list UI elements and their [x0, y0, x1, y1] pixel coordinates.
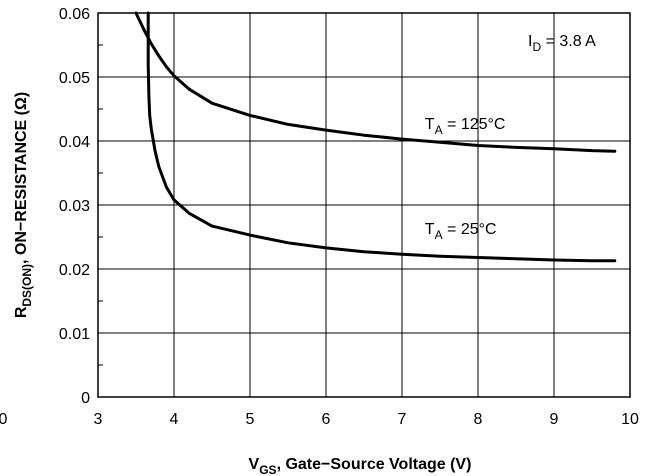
y-tick-label-2: 0.02 [59, 262, 90, 279]
grid [98, 13, 630, 397]
y-axis-title-symbol: R [13, 306, 30, 318]
series-label-1: TA = 25°C [425, 221, 497, 242]
x-tick-label-2: 5 [246, 411, 255, 428]
annotation-symbol: I [528, 33, 532, 50]
x-axis-ticks: 3 4 5 6 7 8 9 10 0 [0, 411, 639, 428]
x-tick-label-5: 8 [474, 411, 483, 428]
y-axis-title-text: , ON−RESISTANCE (Ω) [13, 92, 30, 264]
series-label-symbol: T [425, 221, 435, 238]
y-tick-label-5: 0.05 [59, 70, 90, 87]
series-label-0: TA = 125°C [425, 116, 506, 137]
series-label-value: = 25°C [443, 221, 497, 238]
y-axis-ticks: 0 0.01 0.02 0.03 0.04 0.05 0.06 [59, 6, 90, 407]
plot-border [97, 12, 631, 398]
x-tick-label-1: 4 [170, 411, 179, 428]
x-tick-label-6: 9 [550, 411, 559, 428]
annotation-value: = 3.8 A [541, 33, 596, 50]
drain-current-annotation: ID = 3.8 A [528, 33, 596, 54]
series-label-value: = 125°C [443, 116, 506, 133]
series-labels: TA = 125°CTA = 25°C [425, 116, 506, 242]
y-axis-title-subscript: DS(ON) [20, 264, 34, 307]
series-line-0 [134, 11, 617, 153]
annotation-subscript: D [532, 40, 541, 54]
series-label-subscript: A [435, 123, 443, 137]
series-label-symbol: T [425, 116, 435, 133]
x-axis-title-symbol: V [249, 456, 260, 473]
x-tick-label-7: 10 [621, 411, 639, 428]
plot-frame [97, 12, 631, 398]
series-lines [134, 11, 617, 263]
y-tick-label-4: 0.04 [59, 134, 90, 151]
x-axis-title: VGS, Gate−Source Voltage (V) [249, 456, 472, 476]
y-tick-label-3: 0.03 [59, 198, 90, 215]
x-tick-label-extra: 0 [0, 411, 8, 428]
y-tick-label-0: 0 [81, 390, 90, 407]
x-axis-title-subscript: GS [259, 463, 276, 476]
series-line-1 [146, 11, 617, 263]
x-axis-title-text: , Gate−Source Voltage (V) [277, 456, 472, 473]
y-axis-title: RDS(ON), ON−RESISTANCE (Ω) [13, 92, 34, 318]
x-tick-label-3: 6 [322, 411, 331, 428]
y-tick-label-1: 0.01 [59, 326, 90, 343]
series-label-subscript: A [435, 228, 443, 242]
x-tick-label-4: 7 [398, 411, 407, 428]
y-tick-label-6: 0.06 [59, 6, 90, 23]
x-tick-label-0: 3 [94, 411, 103, 428]
